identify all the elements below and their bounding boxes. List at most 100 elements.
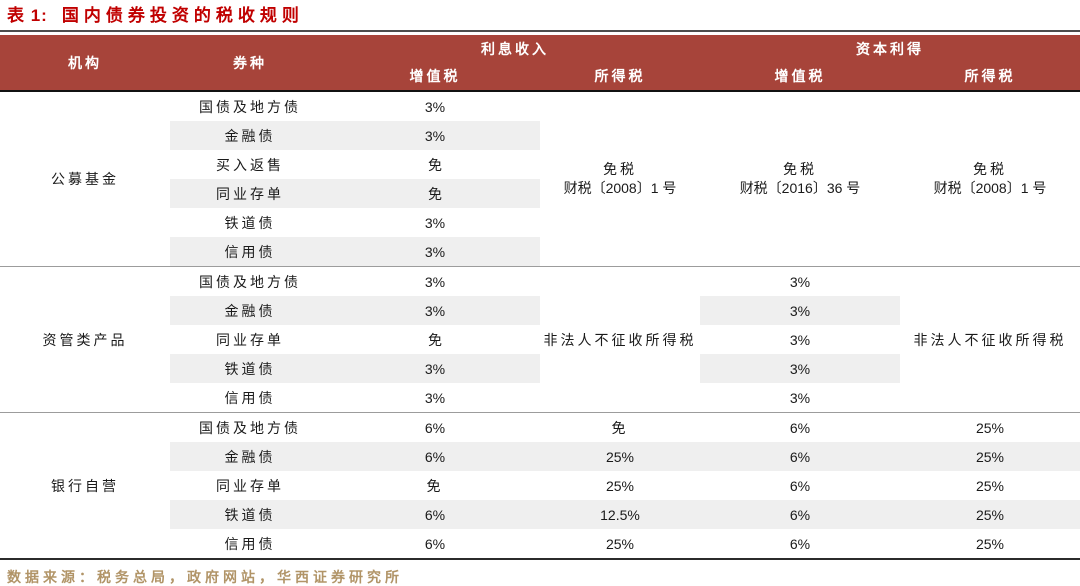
interest-vat-cell: 免 (330, 179, 540, 208)
interest-income-tax-merged-cell: 非法人不征收所得税 (540, 266, 700, 413)
merged-line: 财税〔2008〕1 号 (933, 180, 1047, 196)
capital-income-tax-cell: 25% (900, 442, 1080, 471)
bond-cell: 同业存单 (216, 331, 284, 348)
interest-vat-cell: 3% (330, 296, 540, 325)
capital-vat-merged-cell: 免税 财税〔2016〕36 号 (700, 91, 900, 267)
table-row: 同业存单 免 25% 6% 25% (0, 471, 1080, 500)
capital-income-tax-cell: 25% (975, 535, 1005, 552)
capital-income-tax-cell: 25% (900, 500, 1080, 529)
table-row: 铁道债 3% (0, 208, 1080, 237)
table-row: 信用债 3% (0, 237, 1080, 267)
capital-vat-cell: 6% (700, 500, 900, 529)
table-row: 金融债 6% 25% 6% 25% (0, 442, 1080, 471)
table-row: 金融债 3% 3% (0, 296, 1080, 325)
table-title-label: 表 1: (7, 6, 48, 25)
capital-vat-cell: 3% (789, 273, 811, 290)
header-interest-vat: 增值税 (330, 62, 540, 91)
capital-vat-cell: 6% (789, 477, 811, 494)
interest-income-tax-cell: 25% (605, 535, 635, 552)
table-row: 铁道债 3% 3% (0, 354, 1080, 383)
interest-vat-cell: 3% (330, 121, 540, 150)
bond-cell: 铁道债 (224, 214, 276, 231)
table-row: 资管类产品 国债及地方债 3% 非法人不征收所得税 3% 非法人不征收所得税 (0, 266, 1080, 413)
capital-vat-cell: 3% (700, 296, 900, 325)
capital-income-tax-merged-cell: 非法人不征收所得税 (900, 266, 1080, 413)
interest-vat-cell: 6% (330, 442, 540, 471)
bond-cell: 国债及地方债 (199, 419, 301, 436)
interest-vat-cell: 3% (330, 237, 540, 267)
interest-vat-cell: 3% (424, 389, 446, 406)
merged-line: 免税 (973, 161, 1007, 177)
table-header: 机构 券种 利息收入 资本利得 增值税 所得税 增值税 所得税 (0, 35, 1080, 91)
interest-vat-cell: 免 (426, 477, 444, 494)
bond-cell: 金融债 (170, 296, 330, 325)
bond-cell: 买入返售 (216, 156, 284, 173)
table-row: 同业存单 免 (0, 179, 1080, 208)
capital-vat-cell: 3% (789, 389, 811, 406)
group-asset-management: 资管类产品 国债及地方债 3% 非法人不征收所得税 3% 非法人不征收所得税 金… (0, 266, 1080, 413)
table-row: 买入返售 免 (0, 150, 1080, 179)
table-row: 公募基金 国债及地方债 3% 免税 财税〔2008〕1 号 免税 财税〔2016… (0, 91, 1080, 267)
interest-income-tax-cell: 25% (605, 477, 635, 494)
table-title-text: 国内债券投资的税收规则 (61, 6, 304, 25)
header-institution: 机构 (0, 35, 170, 91)
interest-income-tax-cell: 25% (540, 442, 700, 471)
interest-income-tax-cell: 12.5% (540, 500, 700, 529)
bond-cell: 国债及地方债 (199, 98, 301, 115)
capital-income-tax-cell: 25% (975, 477, 1005, 494)
header-bond-type: 券种 (170, 35, 330, 91)
institution-cell: 银行自营 (51, 477, 119, 494)
bond-cell: 金融债 (170, 442, 330, 471)
header-interest-income: 利息收入 (330, 35, 700, 62)
institution-cell: 资管类产品 (42, 331, 128, 348)
interest-vat-cell: 免 (428, 156, 442, 173)
interest-vat-cell: 免 (428, 331, 442, 348)
header-capital-gains: 资本利得 (700, 35, 1080, 62)
bond-cell: 同业存单 (170, 179, 330, 208)
interest-income-tax-cell: 免 (611, 419, 629, 436)
table-row: 信用债 3% 3% (0, 383, 1080, 413)
interest-vat-cell: 3% (424, 98, 446, 115)
capital-vat-cell: 3% (700, 354, 900, 383)
header-interest-income-tax: 所得税 (540, 62, 700, 91)
interest-vat-cell: 3% (424, 273, 446, 290)
capital-vat-cell: 6% (789, 535, 811, 552)
title-divider (0, 30, 1080, 32)
bond-cell: 信用债 (170, 237, 330, 267)
bond-cell: 国债及地方债 (199, 273, 301, 290)
table-row: 金融债 3% (0, 121, 1080, 150)
bond-cell: 信用债 (224, 535, 276, 552)
group-bank-proprietary: 银行自营 国债及地方债 6% 免 6% 25% 金融债 6% 25% 6% 25… (0, 412, 1080, 560)
tax-rules-table: 机构 券种 利息收入 资本利得 增值税 所得税 增值税 所得税 公募基金 国债及… (0, 35, 1080, 560)
table-title: 表 1: 国内债券投资的税收规则 (0, 0, 1080, 30)
header-capital-vat: 增值税 (700, 62, 900, 91)
header-capital-income-tax: 所得税 (900, 62, 1080, 91)
interest-income-tax-merged-cell: 免税 财税〔2008〕1 号 (540, 91, 700, 267)
table-row: 同业存单 免 3% (0, 325, 1080, 354)
bond-cell: 金融债 (170, 121, 330, 150)
table-row: 铁道债 6% 12.5% 6% 25% (0, 500, 1080, 529)
capital-vat-cell: 3% (789, 331, 811, 348)
data-source-note: 数据来源：税务总局，政府网站，华西证券研究所 (7, 569, 403, 585)
group-public-funds: 公募基金 国债及地方债 3% 免税 财税〔2008〕1 号 免税 财税〔2016… (0, 91, 1080, 267)
merged-line: 免税 (783, 161, 817, 177)
bond-cell: 同业存单 (216, 477, 284, 494)
interest-vat-cell: 6% (424, 535, 446, 552)
table-row: 信用债 6% 25% 6% 25% (0, 529, 1080, 559)
capital-income-tax-merged-cell: 免税 财税〔2008〕1 号 (900, 91, 1080, 267)
interest-vat-cell: 3% (424, 214, 446, 231)
interest-vat-cell: 3% (330, 354, 540, 383)
merged-line: 财税〔2008〕1 号 (563, 180, 677, 196)
interest-vat-cell: 6% (330, 500, 540, 529)
institution-cell: 公募基金 (51, 171, 119, 187)
table-row: 银行自营 国债及地方债 6% 免 6% 25% (0, 413, 1080, 494)
capital-income-tax-cell: 25% (975, 419, 1005, 436)
capital-vat-cell: 6% (789, 419, 811, 436)
bond-cell: 铁道债 (170, 354, 330, 383)
merged-line: 免税 (603, 161, 637, 177)
interest-vat-cell: 6% (424, 419, 446, 436)
bond-cell: 信用债 (224, 389, 276, 406)
capital-vat-cell: 6% (700, 442, 900, 471)
bond-cell: 铁道债 (170, 500, 330, 529)
